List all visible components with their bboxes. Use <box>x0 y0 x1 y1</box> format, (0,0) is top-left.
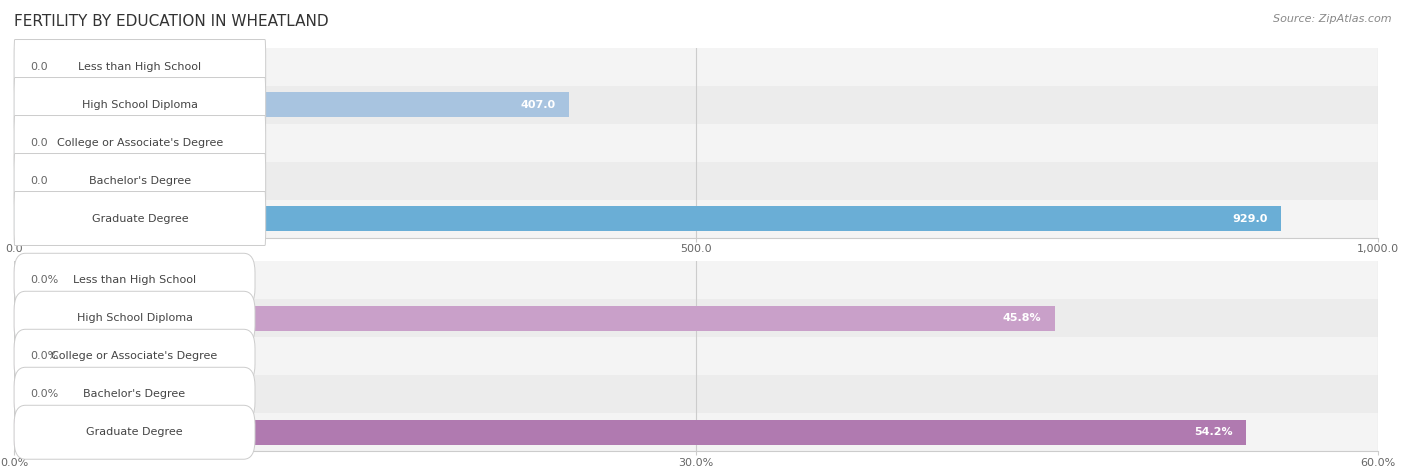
Bar <box>14 48 1378 86</box>
Bar <box>14 200 1378 238</box>
Text: 54.2%: 54.2% <box>1194 427 1233 437</box>
Text: 0.0: 0.0 <box>31 137 48 148</box>
FancyBboxPatch shape <box>14 405 254 459</box>
Text: Bachelor's Degree: Bachelor's Degree <box>89 175 191 186</box>
Text: Source: ZipAtlas.com: Source: ZipAtlas.com <box>1274 14 1392 24</box>
FancyBboxPatch shape <box>14 291 254 345</box>
Text: 407.0: 407.0 <box>520 99 555 110</box>
Text: 0.0%: 0.0% <box>31 351 59 361</box>
FancyBboxPatch shape <box>14 191 266 246</box>
Text: College or Associate's Degree: College or Associate's Degree <box>52 351 218 361</box>
Text: Bachelor's Degree: Bachelor's Degree <box>83 389 186 399</box>
Bar <box>14 206 1281 231</box>
Bar <box>14 413 1378 451</box>
Bar <box>14 375 1378 413</box>
Text: 0.0%: 0.0% <box>31 389 59 399</box>
Bar <box>14 299 1378 337</box>
Bar <box>14 420 1246 445</box>
FancyBboxPatch shape <box>14 115 266 170</box>
FancyBboxPatch shape <box>14 367 254 421</box>
Text: High School Diploma: High School Diploma <box>76 313 193 323</box>
Text: Graduate Degree: Graduate Degree <box>86 427 183 437</box>
Text: FERTILITY BY EDUCATION IN WHEATLAND: FERTILITY BY EDUCATION IN WHEATLAND <box>14 14 329 29</box>
FancyBboxPatch shape <box>14 329 254 383</box>
Bar <box>14 92 569 117</box>
FancyBboxPatch shape <box>14 39 266 94</box>
Text: College or Associate's Degree: College or Associate's Degree <box>56 137 224 148</box>
Bar <box>14 337 1378 375</box>
Bar <box>14 124 1378 162</box>
Text: Graduate Degree: Graduate Degree <box>91 213 188 224</box>
Text: 929.0: 929.0 <box>1232 213 1267 224</box>
Text: 0.0%: 0.0% <box>31 275 59 285</box>
FancyBboxPatch shape <box>14 253 254 307</box>
Bar <box>14 261 1378 299</box>
FancyBboxPatch shape <box>14 153 266 208</box>
Text: High School Diploma: High School Diploma <box>82 99 198 110</box>
Text: 0.0: 0.0 <box>31 61 48 72</box>
Text: 45.8%: 45.8% <box>1002 313 1042 323</box>
FancyBboxPatch shape <box>14 77 266 132</box>
Bar <box>14 86 1378 124</box>
Text: Less than High School: Less than High School <box>79 61 201 72</box>
Bar <box>14 306 1054 331</box>
Text: Less than High School: Less than High School <box>73 275 195 285</box>
Bar <box>14 162 1378 199</box>
Text: 0.0: 0.0 <box>31 175 48 186</box>
